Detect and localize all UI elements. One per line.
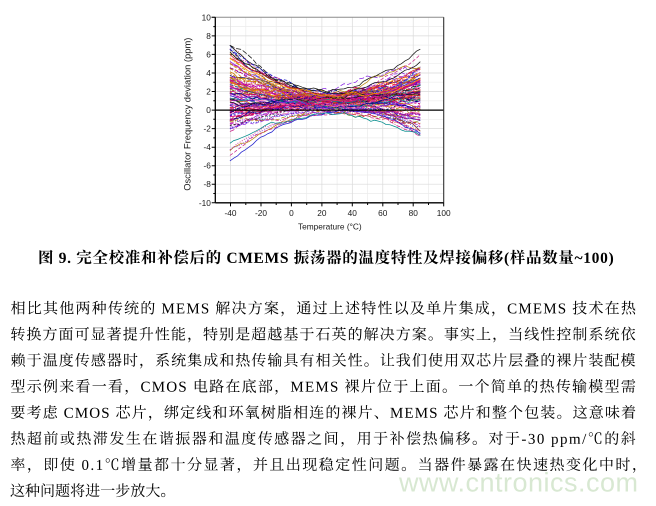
svg-text:60: 60 (378, 208, 388, 218)
svg-text:20: 20 (317, 208, 327, 218)
svg-text:100: 100 (437, 208, 451, 218)
svg-text:0: 0 (206, 105, 211, 115)
svg-text:10: 10 (202, 12, 212, 22)
svg-text:-2: -2 (204, 124, 212, 134)
svg-text:0: 0 (289, 208, 294, 218)
svg-text:80: 80 (409, 208, 419, 218)
svg-text:www.cntronics.com: www.cntronics.com (398, 468, 639, 498)
svg-text:40: 40 (348, 208, 358, 218)
svg-text:6: 6 (206, 49, 211, 59)
svg-text:4: 4 (206, 68, 211, 78)
svg-text:-40: -40 (225, 208, 237, 218)
svg-text:8: 8 (206, 31, 211, 41)
svg-text:Oscillator Frequency deviation: Oscillator Frequency deviation (ppm) (182, 38, 193, 191)
svg-text:-4: -4 (204, 142, 212, 152)
svg-text:-8: -8 (204, 179, 212, 189)
svg-text:-10: -10 (199, 198, 211, 208)
svg-text:2: 2 (206, 87, 211, 97)
svg-text:Temperature (°C): Temperature (°C) (298, 221, 362, 231)
svg-text:-6: -6 (204, 161, 212, 171)
svg-text:-20: -20 (255, 208, 267, 218)
